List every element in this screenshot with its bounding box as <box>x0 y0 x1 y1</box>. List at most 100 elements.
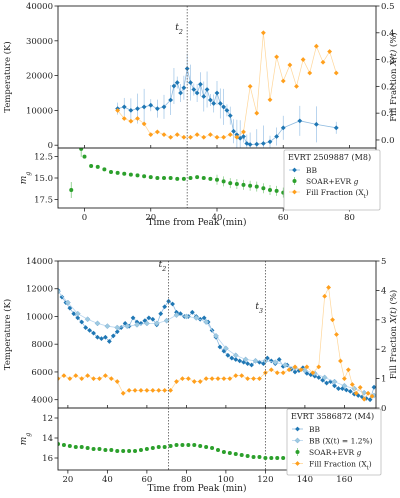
p1-temp-tick-label-1: 10000 <box>26 106 53 116</box>
p2-fill-tick-label-2: 2 <box>381 345 386 355</box>
bb_light-point-10 <box>153 320 160 327</box>
p2-xtick-label-2: 60 <box>141 475 152 485</box>
soar-point-0 <box>69 188 74 192</box>
fill-point-42 <box>304 364 310 370</box>
bb-point-11 <box>178 90 183 96</box>
fill-point-19 <box>241 129 246 135</box>
p1-xtick-label-0: 0 <box>82 213 87 223</box>
soar-point-7 <box>115 170 120 175</box>
bb-point-30 <box>241 134 246 139</box>
bb-point-8 <box>168 97 174 103</box>
panel-1-legend: EVRT 2509887 (M8) BB SOAR+EVR g Fill Fracti… <box>283 149 381 211</box>
p2-temp-ylabel: Temperature (K) <box>2 299 13 370</box>
bb_light-point-2 <box>74 310 81 317</box>
p2-temp-tick-label-4: 12000 <box>26 285 53 295</box>
bb_light-point-0 <box>58 288 61 295</box>
bb-point-41 <box>217 344 223 350</box>
soar-point-22 <box>186 443 191 447</box>
soar-point-18 <box>188 176 193 180</box>
bb_light-point-6 <box>114 324 121 331</box>
p1-xtick-label-1: 20 <box>145 213 156 223</box>
soar-point-18 <box>162 445 167 449</box>
p2-temp-tick-label-5: 14000 <box>26 257 53 267</box>
fill-point-56 <box>365 390 371 396</box>
fill-point-20 <box>174 379 179 384</box>
soar-point-20 <box>201 176 206 180</box>
bb_light-point-20 <box>252 357 259 364</box>
bb-point-36 <box>274 134 280 139</box>
bb-point-15 <box>191 87 197 92</box>
bb_light-point-19 <box>242 356 249 363</box>
bb-point-14 <box>188 80 193 85</box>
legend-title: EVRT 2509887 (M8) <box>288 153 371 162</box>
fill-point-11 <box>120 390 126 396</box>
fill-point-34 <box>257 376 262 381</box>
bb-point-13 <box>184 66 190 72</box>
fill-point-33 <box>333 70 339 76</box>
soar-point-31 <box>274 188 279 193</box>
bb-point-39 <box>313 121 319 127</box>
bb-point-5 <box>148 102 154 108</box>
panel-1-bottom-plot <box>69 148 339 204</box>
p1-fill-tick-label-5: 0.5 <box>381 2 395 12</box>
bb-point-11 <box>99 336 104 342</box>
bb-point-37 <box>201 315 207 321</box>
bb_light-point-28 <box>331 378 338 385</box>
series-bb_light <box>58 288 376 399</box>
fill-point-13 <box>132 387 138 393</box>
bb_light-point-13 <box>183 313 190 320</box>
bb_light-point-14 <box>193 314 200 321</box>
fill-point-15 <box>144 387 150 393</box>
bb-point-56 <box>276 357 282 362</box>
panel-1: t2 0 10000 20000 30000 40000 0.0 0.1 0.2 0.3 0.4 0.… <box>2 2 399 228</box>
fill-point-13 <box>201 134 207 140</box>
fill-point-18 <box>162 387 168 393</box>
soar-point-26 <box>210 446 215 450</box>
fill-point-45 <box>322 293 328 299</box>
bb_light-point-12 <box>173 312 180 319</box>
soar-point-14 <box>138 448 143 452</box>
p2-xtick-label-6: 140 <box>297 475 313 485</box>
vline-label-t2: t2 <box>159 260 167 273</box>
bb-point-74 <box>347 388 353 394</box>
fill-point-14 <box>138 387 144 393</box>
bb_light-point-15 <box>203 319 210 325</box>
fill-point-24 <box>274 54 280 60</box>
soar-point-17 <box>181 176 186 181</box>
soar-point-33 <box>251 455 256 459</box>
fill-point-27 <box>215 376 221 381</box>
fill-point-41 <box>298 367 304 373</box>
bb-point-33 <box>254 141 260 147</box>
bb-point-5 <box>75 315 81 321</box>
p2-fill-tick-label-4: 4 <box>381 286 386 296</box>
soar-point-12 <box>148 175 153 180</box>
bb_light-point-29 <box>341 382 348 389</box>
panel-2: t2t3400060008000100001200014000012345Tem… <box>2 257 399 494</box>
bb-point-60 <box>292 369 298 375</box>
legend-label-3: Fill Fraction (Xt) <box>309 460 372 472</box>
fill-point-17 <box>227 132 233 138</box>
soar-point-5 <box>85 446 90 450</box>
bb-point-49 <box>249 362 254 368</box>
fill-point-29 <box>227 376 233 381</box>
soar-point-1 <box>61 443 66 447</box>
soar-point-23 <box>221 179 226 184</box>
fill-point-28 <box>221 376 227 381</box>
soar-point-29 <box>227 451 232 455</box>
bb-point-16 <box>118 325 124 330</box>
fill-point-46 <box>326 285 331 290</box>
soar-point-9 <box>109 448 114 452</box>
bb-point-19 <box>204 87 210 92</box>
soar-point-27 <box>248 183 253 188</box>
p1-temp-tick-label-2: 20000 <box>26 72 53 82</box>
legend-marker-2 <box>292 189 297 195</box>
bb-point-9 <box>91 330 96 336</box>
p1-xlabel: Time from Peak (min) <box>148 217 247 228</box>
bb-point-31 <box>178 311 183 317</box>
bb-point-8 <box>87 327 93 333</box>
panel-2-top-plot <box>58 285 376 403</box>
soar-point-19 <box>168 444 173 448</box>
p1-fill-ylabel: Fill Fraction X(t) (%) <box>388 32 399 122</box>
bb-point-25 <box>224 108 230 113</box>
legend-marker-1 <box>294 437 301 444</box>
